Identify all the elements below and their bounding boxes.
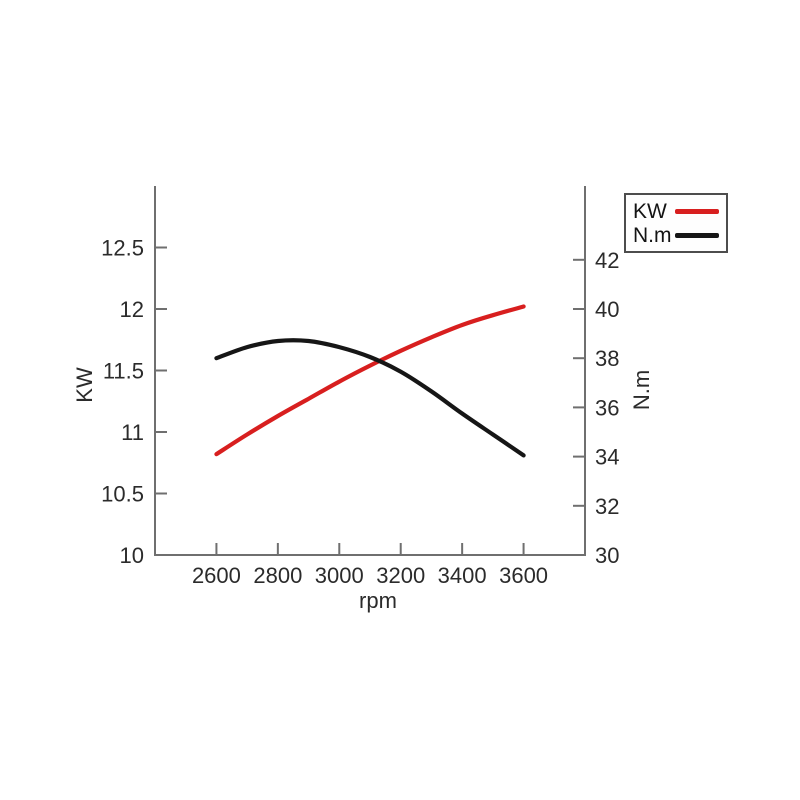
legend-item-nm: N.m	[633, 225, 719, 246]
legend-swatch-nm-line	[675, 232, 719, 238]
y-right-tick-label: 36	[595, 395, 619, 420]
legend-label-nm: N.m	[633, 223, 672, 247]
y-left-tick-label: 11.5	[103, 359, 144, 384]
x-tick-label: 2600	[192, 563, 241, 588]
legend-item-kw: KW	[633, 201, 719, 222]
y-right-tick-label: 42	[595, 248, 619, 273]
legend: KW N.m	[624, 193, 728, 253]
legend-label-kw: KW	[633, 199, 667, 223]
x-tick-label: 3600	[499, 563, 548, 588]
x-tick-label: 3200	[376, 563, 425, 588]
y-right-tick-label: 30	[595, 543, 619, 568]
y-axis-left-title: KW	[72, 367, 97, 403]
power-curve-kw	[214, 304, 526, 457]
torque-curve-nm	[214, 338, 526, 458]
x-axis-title: rpm	[359, 588, 397, 613]
y-right-tick-label: 40	[595, 297, 619, 322]
y-left-tick-label: 11	[121, 420, 144, 445]
y-left-tick-label: 10	[120, 543, 144, 568]
y-right-tick-label: 32	[595, 494, 619, 519]
y-left-tick-label: 12.5	[101, 236, 144, 261]
y-right-tick-label: 38	[595, 346, 619, 371]
y-left-tick-label: 10.5	[101, 482, 144, 507]
x-tick-label: 3000	[315, 563, 364, 588]
y-left-tick-label: 12	[120, 297, 144, 322]
y-axis-right-title: N.m	[629, 369, 654, 411]
x-tick-label: 3400	[438, 563, 487, 588]
x-tick-label: 2800	[253, 563, 302, 588]
y-right-tick-label: 34	[595, 445, 619, 470]
legend-swatch-kw-line	[675, 208, 719, 214]
axis-spines	[154, 186, 586, 556]
